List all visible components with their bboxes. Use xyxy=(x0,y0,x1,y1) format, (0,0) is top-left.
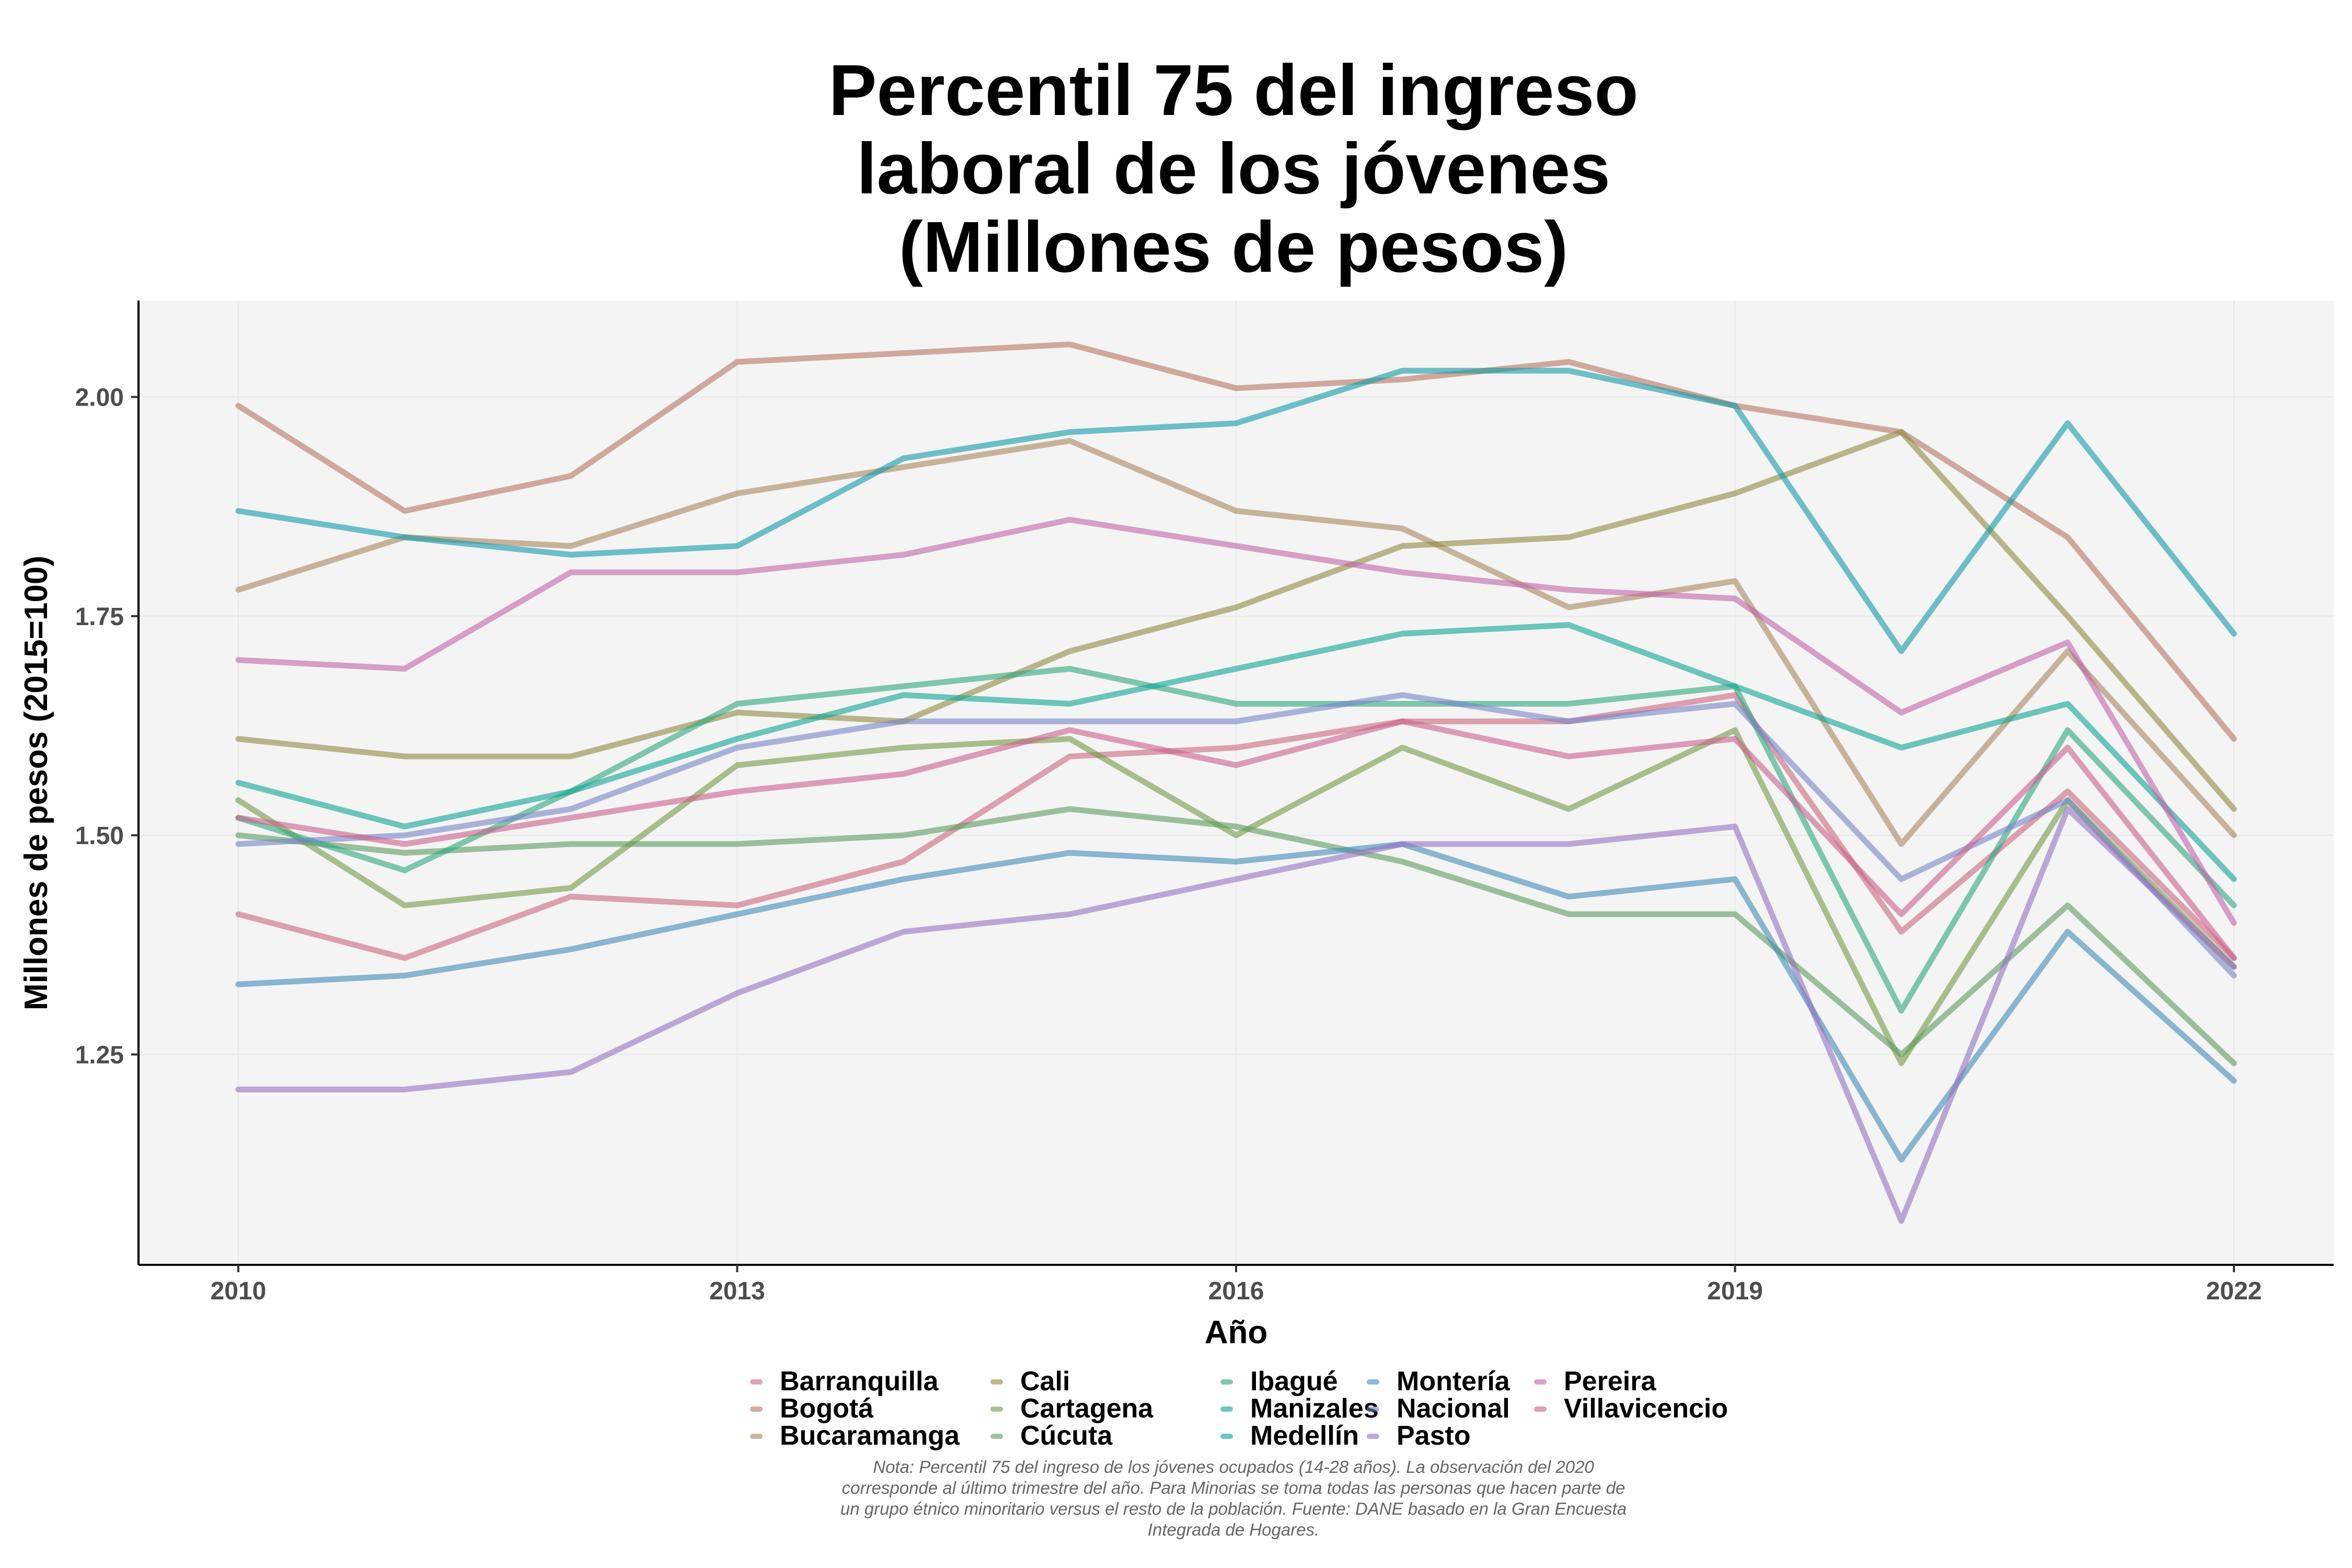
x-axis-title: Año xyxy=(1205,1315,1268,1351)
y-tick-label: 1.75 xyxy=(75,603,124,631)
chart-title-line-3: (Millones de pesos) xyxy=(899,207,1569,287)
y-tick-label: 2.00 xyxy=(75,384,124,412)
series-line-pasto xyxy=(235,806,2237,1224)
chart-title-line-1: Percentil 75 del ingreso xyxy=(828,50,1638,131)
legend-label-medellin: Medellín xyxy=(1250,1421,1359,1451)
legend-label-bogota: Bogotá xyxy=(780,1393,874,1424)
x-tick-label: 2010 xyxy=(211,1277,267,1305)
footnote-line-4: Integrada de Hogares. xyxy=(1148,1520,1319,1539)
chart-title: Percentil 75 del ingreso laboral de los … xyxy=(828,50,1638,287)
legend-label-bucaramanga: Bucaramanga xyxy=(780,1421,960,1451)
legend-label-nacional: Nacional xyxy=(1397,1393,1510,1424)
legend-label-cali: Cali xyxy=(1020,1366,1070,1397)
x-tick-label: 2019 xyxy=(1707,1277,1763,1305)
series-line-pereira xyxy=(235,516,2237,926)
series-line-cartagena xyxy=(235,727,2237,1066)
x-tick-label: 2016 xyxy=(1208,1277,1264,1305)
series-line-monteria xyxy=(235,841,2237,1163)
y-axis-ticks: 1.25 1.50 1.75 2.00 xyxy=(75,384,139,1069)
legend-label-monteria: Montería xyxy=(1397,1366,1511,1397)
series-line-medellin xyxy=(235,367,2237,654)
series-line-cali xyxy=(235,429,2237,812)
legend-label-barranquilla: Barranquilla xyxy=(780,1366,939,1397)
series-line-barranquilla xyxy=(235,692,2237,961)
x-tick-label: 2013 xyxy=(709,1277,765,1305)
footnote-line-3: un grupo étnico minoritario versus el re… xyxy=(840,1499,1627,1518)
legend-label-cucuta: Cúcuta xyxy=(1020,1421,1113,1451)
legend-label-ibague: Ibagué xyxy=(1250,1366,1338,1397)
y-axis-title: Millones de pesos (2015=100) xyxy=(18,556,54,1010)
y-tick-label: 1.25 xyxy=(75,1041,124,1069)
series-line-bucaramanga xyxy=(235,437,2237,847)
legend-label-pereira: Pereira xyxy=(1564,1366,1656,1397)
series-lines xyxy=(235,341,2237,1224)
series-line-manizales xyxy=(235,622,2237,882)
series-line-cucuta xyxy=(235,806,2237,1066)
footnote: Nota: Percentil 75 del ingreso de los jó… xyxy=(840,1457,1627,1539)
legend-label-cartagena: Cartagena xyxy=(1020,1393,1154,1424)
y-tick-label: 1.50 xyxy=(75,822,124,850)
legend-label-manizales: Manizales xyxy=(1250,1393,1379,1424)
legend-label-villavicencio: Villavicencio xyxy=(1564,1393,1728,1424)
footnote-line-2: corresponde al último trimestre del año.… xyxy=(842,1478,1625,1497)
footnote-line-1: Nota: Percentil 75 del ingreso de los jó… xyxy=(873,1457,1594,1477)
legend-label-pasto: Pasto xyxy=(1397,1421,1471,1451)
x-tick-label: 2022 xyxy=(2206,1277,2262,1305)
chart-title-line-2: laboral de los jóvenes xyxy=(857,129,1610,209)
series-line-nacional xyxy=(235,692,2237,978)
x-axis-ticks: 2010 2013 2016 2019 2022 xyxy=(211,1265,2262,1305)
series-line-villavicencio xyxy=(235,718,2237,961)
